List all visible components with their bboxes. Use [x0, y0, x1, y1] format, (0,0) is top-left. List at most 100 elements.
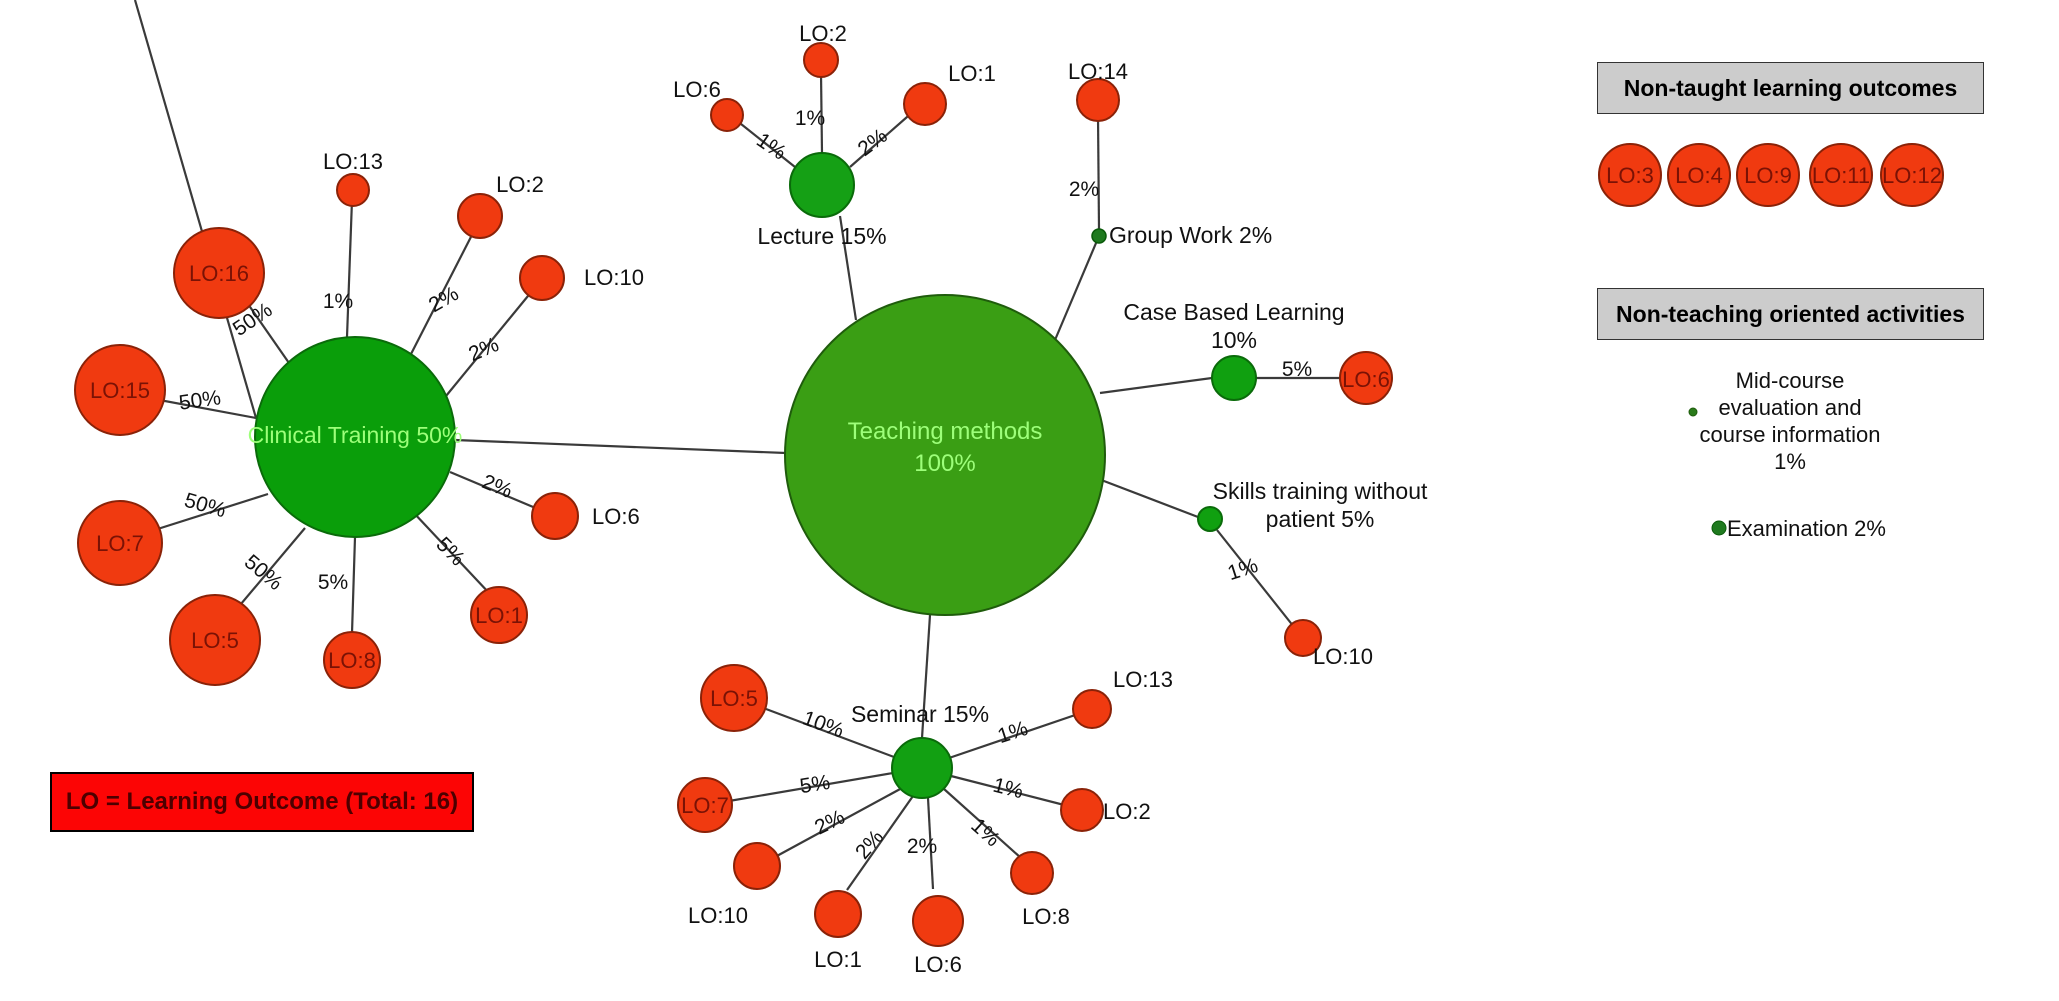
edge-hub-seminar — [920, 614, 932, 739]
edge-seminar-lo8 — [943, 788, 1022, 859]
legend-lo-node-4[interactable] — [1880, 143, 1944, 207]
edge-hub-groupwork — [1053, 235, 1101, 341]
lo-label-sem-lo10: LO:10 — [688, 903, 748, 928]
edge-lecture-lo2 — [819, 72, 824, 154]
lo-label-lec-lo2: LO:2 — [799, 21, 847, 46]
lo-node-ct-lo13[interactable] — [336, 173, 370, 207]
lo-node-sem-lo2[interactable] — [1060, 788, 1104, 832]
lo-label-ct-lo10: LO:10 — [584, 265, 644, 290]
lo-label-ct-lo6: LO:6 — [592, 504, 640, 529]
legend-lo-node-3[interactable] — [1809, 143, 1873, 207]
pct-sem-lo6: 2% — [906, 835, 938, 858]
lo-node-sem-lo13[interactable] — [1072, 689, 1112, 729]
lo-node-ct-lo15[interactable] — [74, 344, 166, 436]
edge-seminar-lo2 — [950, 774, 1073, 809]
edge-clinical-lo1 — [412, 511, 491, 595]
lo-node-gw-lo14[interactable] — [1076, 78, 1120, 122]
legend-non-taught-title: Non-taught learning outcomes — [1623, 74, 1958, 101]
case-based-learning-label-line1: Case Based Learning — [1123, 299, 1345, 325]
edge-seminar-lo5 — [765, 707, 895, 759]
node-group-work[interactable] — [1091, 228, 1107, 244]
lo-node-sem-lo1[interactable] — [814, 890, 862, 938]
legend-lo-node-1[interactable] — [1667, 143, 1731, 207]
pct-ct-lo13: 1% — [322, 290, 354, 313]
pct-cbl-lo6: 5% — [1281, 358, 1313, 381]
lo-node-ct-lo7[interactable] — [77, 500, 163, 586]
pct-sem-lo7: 5% — [798, 770, 832, 799]
legend-midcourse-line4: 1% — [1774, 449, 1806, 474]
lo-key-box: LO = Learning Outcome (Total: 16) — [50, 772, 474, 832]
lo-label-sk-lo10: LO:10 — [1313, 644, 1373, 669]
edge-clinical-lo13 — [345, 199, 354, 338]
lo-node-cbl-lo6[interactable] — [1339, 351, 1393, 405]
edge-hub-lecture — [838, 215, 858, 321]
edge-hub-clinical — [454, 438, 787, 455]
legend-midcourse-line2: evaluation and — [1718, 395, 1862, 420]
legend-midcourse-line3: course information — [1699, 422, 1881, 447]
lo-label-ct-lo2: LO:2 — [496, 172, 544, 197]
pct-ct-lo8: 5% — [317, 571, 349, 594]
legend-lo-node-0[interactable] — [1598, 143, 1662, 207]
node-case-based-learning[interactable] — [1211, 355, 1257, 401]
legend-non-taught-header: Non-taught learning outcomes — [1597, 62, 1984, 114]
lo-label-lec-lo1: LO:1 — [948, 61, 996, 86]
skills-training-label-line2: patient 5% — [1265, 506, 1375, 532]
pct-lec-lo2: 1% — [794, 107, 826, 130]
case-based-learning-label-line2: 10% — [1210, 327, 1258, 353]
legend-midcourse-line1: Mid-course — [1735, 368, 1845, 393]
node-teaching-methods[interactable] — [784, 294, 1106, 616]
edge-groupwork-lo14 — [1096, 114, 1101, 230]
lo-node-sem-lo8[interactable] — [1010, 851, 1054, 895]
lo-node-ct-lo16[interactable] — [173, 227, 265, 319]
lo-node-lec-lo6[interactable] — [710, 98, 744, 132]
edge-clinical-lo10 — [445, 284, 538, 397]
legend-examination-label: Examination 2% — [1727, 516, 1886, 541]
legend-non-teaching-title: Non-teaching oriented activities — [1616, 300, 1965, 327]
lo-node-ct-lo6[interactable] — [531, 492, 579, 540]
edge-lecture-lo1 — [849, 109, 916, 168]
lo-label-sem-lo8: LO:8 — [1022, 904, 1070, 929]
node-skills-training[interactable] — [1197, 506, 1223, 532]
legend-non-teaching-header: Non-teaching oriented activities — [1597, 288, 1984, 340]
lo-key-text: LO = Learning Outcome (Total: 16) — [65, 788, 459, 815]
edge-clinical-lo15 — [133, 0, 258, 419]
node-seminar[interactable] — [891, 737, 953, 799]
edge-clinical-lo6 — [449, 470, 546, 514]
lo-node-sem-lo10[interactable] — [733, 842, 781, 890]
legend-lo-node-2[interactable] — [1736, 143, 1800, 207]
lecture-label: Lecture 15% — [757, 223, 887, 249]
lo-node-ct-lo1[interactable] — [470, 586, 528, 644]
lo-node-ct-lo8[interactable] — [323, 631, 381, 689]
lo-node-sk-lo10[interactable] — [1284, 619, 1322, 657]
seminar-label: Seminar 15% — [850, 701, 990, 727]
edge-seminar-lo10 — [774, 787, 903, 858]
legend-examination-dot-icon — [1711, 520, 1727, 536]
node-clinical-training[interactable] — [254, 336, 456, 538]
lo-node-sem-lo6[interactable] — [912, 895, 964, 947]
group-work-label: Group Work 2% — [1109, 222, 1273, 248]
edge-clinical-lo5 — [229, 527, 306, 618]
edge-seminar-lo1 — [846, 795, 914, 891]
lo-node-sem-lo5[interactable] — [700, 664, 768, 732]
lo-node-lec-lo2[interactable] — [803, 42, 839, 78]
edge-clinical-lo2 — [409, 228, 476, 357]
edge-lecture-lo6 — [735, 119, 796, 168]
edge-seminar-lo13 — [948, 710, 1085, 760]
lo-label-sem-lo6: LO:6 — [914, 952, 962, 977]
lo-node-ct-lo2[interactable] — [457, 193, 503, 239]
edge-hub-cbl — [1099, 376, 1213, 395]
lo-node-ct-lo5[interactable] — [169, 594, 261, 686]
lo-label-gw-lo14: LO:14 — [1068, 59, 1128, 84]
lo-node-ct-lo10[interactable] — [519, 255, 565, 301]
edge-clinical-lo8 — [350, 536, 357, 634]
lo-label-sem-lo1: LO:1 — [814, 947, 862, 972]
lo-node-sem-lo7[interactable] — [677, 777, 733, 833]
node-lecture[interactable] — [789, 152, 855, 218]
edge-clinical-lo7 — [144, 492, 269, 535]
lo-label-sem-lo2: LO:2 — [1103, 799, 1151, 824]
edge-seminar-lo7 — [728, 771, 894, 803]
lo-node-lec-lo1[interactable] — [903, 82, 947, 126]
skills-training-label-line1: Skills training without — [1212, 478, 1428, 504]
lo-label-lec-lo6: LO:6 — [673, 77, 721, 102]
